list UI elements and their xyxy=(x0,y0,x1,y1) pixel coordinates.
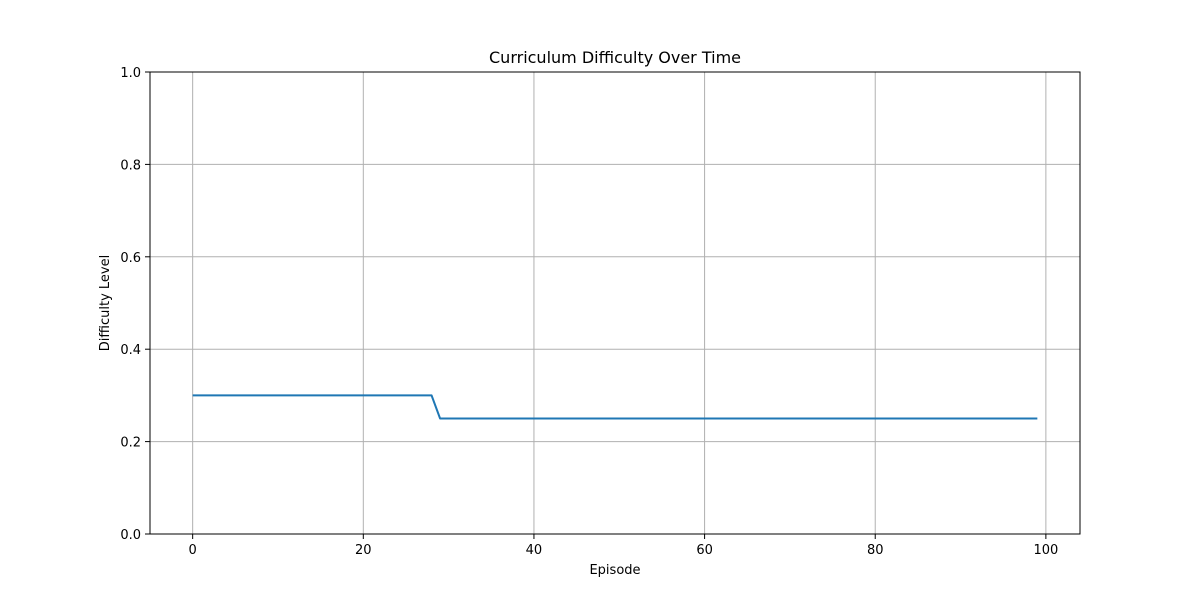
y-tick-label: 0.4 xyxy=(120,343,141,358)
series-line-difficulty xyxy=(192,394,1038,420)
x-tick-label: 60 xyxy=(696,543,713,558)
y-tick-label: 0.8 xyxy=(120,158,141,173)
x-tick-label: 80 xyxy=(867,543,884,558)
y-tick-label: 0.0 xyxy=(120,528,141,543)
y-tick-label: 0.6 xyxy=(120,251,141,266)
ticks: 0 20 40 60 80 100 0.0 0.2 0.4 0.6 0.8 1.0 xyxy=(120,66,1058,558)
chart-title: Curriculum Difficulty Over Time xyxy=(489,48,741,67)
plot-frame xyxy=(149,71,1081,535)
y-tick-label: 0.2 xyxy=(120,436,141,451)
x-tick-label: 20 xyxy=(355,543,372,558)
x-tick-label: 0 xyxy=(189,543,197,558)
y-tick-label: 1.0 xyxy=(120,66,141,81)
y-axis-label: Difficulty Level xyxy=(98,255,113,351)
x-tick-label: 40 xyxy=(526,543,543,558)
x-tick-label: 100 xyxy=(1033,543,1058,558)
series-layer xyxy=(192,394,1038,420)
x-axis-label: Episode xyxy=(589,563,640,578)
